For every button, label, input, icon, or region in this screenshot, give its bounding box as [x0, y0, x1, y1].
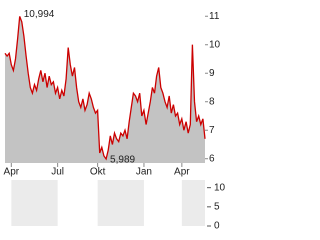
y-tick-label: 6 — [209, 153, 215, 164]
volume-tick-label: 5 — [214, 201, 220, 212]
volume-band — [11, 180, 58, 226]
low-label: 5,989 — [110, 155, 135, 166]
volume-tick-label: 10 — [214, 182, 226, 193]
volume-band — [181, 180, 205, 226]
x-tick-label: Apr — [4, 167, 20, 178]
x-tick-label: Apr — [174, 167, 190, 178]
volume-band — [97, 180, 144, 226]
area-fill — [5, 16, 205, 164]
y-tick-label: 7 — [209, 125, 215, 136]
chart: 0 5 10 6 7 8 9 10 11 Apr Jul Okt Jan Apr 10,994 5,989 — [3, 9, 226, 232]
price-line — [4, 16, 206, 161]
y-tick-label: 11 — [209, 11, 220, 22]
x-tick-label: Okt — [90, 167, 106, 178]
y-tick-label: 8 — [209, 96, 215, 107]
y-tick-label: 9 — [209, 68, 215, 79]
y-tick-label: 10 — [209, 39, 221, 50]
x-tick-label: Jan — [136, 167, 152, 178]
high-label: 10,994 — [24, 9, 55, 20]
volume-tick-label: 0 — [214, 221, 220, 232]
x-tick-label: Jul — [51, 167, 64, 178]
